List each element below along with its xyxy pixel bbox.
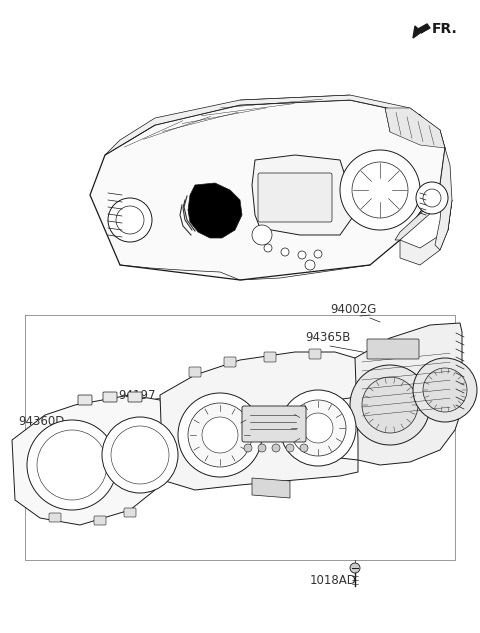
Circle shape	[305, 260, 315, 270]
Text: FR.: FR.	[432, 22, 458, 36]
Circle shape	[340, 150, 420, 230]
Polygon shape	[188, 183, 242, 238]
FancyBboxPatch shape	[124, 508, 136, 517]
Polygon shape	[395, 185, 445, 240]
Circle shape	[258, 444, 266, 452]
Circle shape	[116, 206, 144, 234]
Text: 94197: 94197	[118, 389, 156, 402]
Circle shape	[423, 189, 441, 207]
Circle shape	[178, 393, 262, 477]
Circle shape	[362, 377, 418, 433]
Circle shape	[416, 182, 448, 214]
FancyBboxPatch shape	[189, 367, 201, 377]
Circle shape	[352, 162, 408, 218]
Circle shape	[281, 248, 289, 256]
Circle shape	[350, 563, 360, 573]
Circle shape	[111, 426, 169, 484]
Text: 1018AD: 1018AD	[310, 574, 357, 587]
FancyBboxPatch shape	[309, 349, 321, 359]
Text: 94365B: 94365B	[305, 331, 350, 344]
FancyBboxPatch shape	[264, 352, 276, 362]
Polygon shape	[400, 200, 452, 265]
Circle shape	[202, 417, 238, 453]
FancyBboxPatch shape	[103, 392, 117, 402]
Circle shape	[280, 390, 356, 466]
FancyBboxPatch shape	[367, 339, 419, 359]
FancyBboxPatch shape	[78, 395, 92, 405]
Polygon shape	[413, 24, 430, 38]
Circle shape	[37, 430, 107, 500]
Circle shape	[252, 225, 272, 245]
Polygon shape	[385, 108, 445, 148]
Circle shape	[244, 444, 252, 452]
Polygon shape	[12, 395, 165, 525]
Circle shape	[264, 244, 272, 252]
Circle shape	[272, 444, 280, 452]
FancyBboxPatch shape	[224, 357, 236, 367]
FancyBboxPatch shape	[128, 392, 142, 402]
Polygon shape	[160, 352, 360, 490]
Circle shape	[188, 403, 252, 467]
Circle shape	[413, 358, 477, 422]
FancyBboxPatch shape	[242, 406, 306, 442]
Text: 94360D: 94360D	[18, 415, 64, 428]
Polygon shape	[435, 148, 452, 250]
Polygon shape	[90, 100, 445, 280]
Circle shape	[108, 198, 152, 242]
Polygon shape	[105, 95, 445, 155]
Polygon shape	[252, 478, 290, 498]
FancyBboxPatch shape	[49, 513, 61, 522]
FancyBboxPatch shape	[94, 516, 106, 525]
Circle shape	[102, 417, 178, 493]
Circle shape	[423, 368, 467, 412]
FancyBboxPatch shape	[258, 173, 332, 222]
Circle shape	[290, 400, 346, 456]
Circle shape	[314, 250, 322, 258]
Circle shape	[303, 413, 333, 443]
Polygon shape	[355, 323, 462, 465]
Circle shape	[350, 365, 430, 445]
Circle shape	[298, 251, 306, 259]
Polygon shape	[252, 155, 352, 235]
Circle shape	[27, 420, 117, 510]
Text: 94002G: 94002G	[330, 303, 376, 316]
Circle shape	[286, 444, 294, 452]
Circle shape	[300, 444, 308, 452]
